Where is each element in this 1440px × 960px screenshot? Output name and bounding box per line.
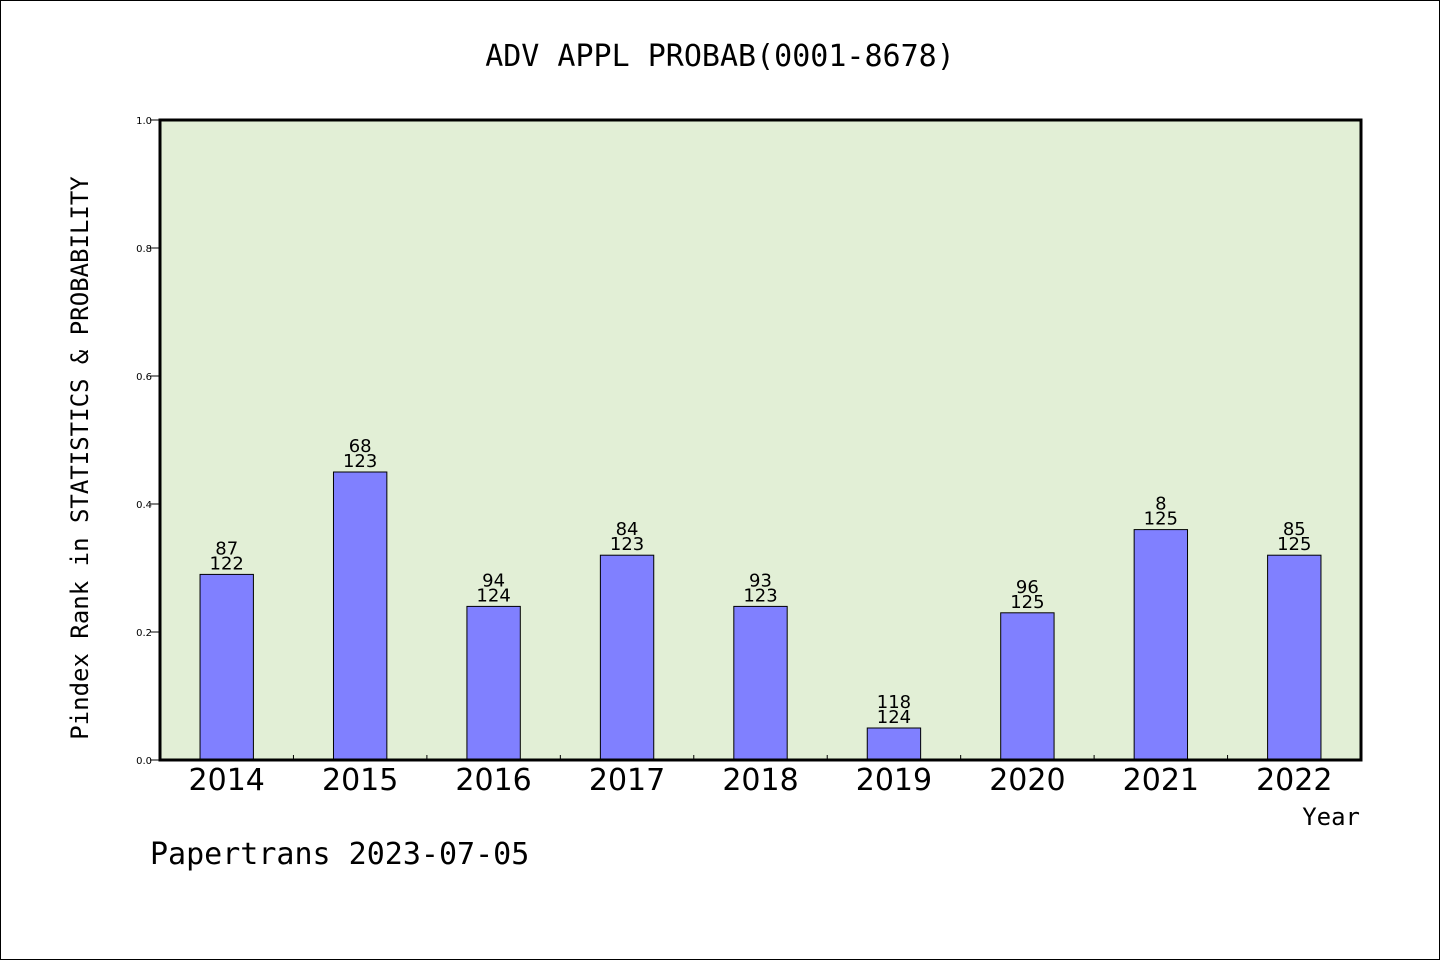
bar-rank-label: 87 xyxy=(215,538,238,559)
x-tick-label: 2021 xyxy=(1123,763,1199,798)
bar-total-label: 124 xyxy=(476,585,510,606)
bar-total-label: 125 xyxy=(1010,592,1044,613)
bar-rank-label: 8 xyxy=(1155,494,1166,515)
footer-credit: Papertrans 2023-07-05 xyxy=(150,837,529,872)
bar xyxy=(1267,554,1322,761)
y-tick-label: 0.4 xyxy=(136,500,152,511)
y-axis: 0.0 0.2 0.4 0.6 0.8 1.0 xyxy=(136,116,160,767)
y-tick-label: 0.0 xyxy=(136,756,152,767)
x-tick-label: 2017 xyxy=(589,763,665,798)
bar xyxy=(1000,612,1055,761)
bar-label-group: 8712268123941248412393123118124961258125… xyxy=(210,436,1312,728)
bar-total-label: 123 xyxy=(743,585,777,606)
y-axis-label: Pindex Rank in STATISTICS & PROBABILITY xyxy=(66,176,94,740)
bar-total-label: 122 xyxy=(210,553,244,574)
bar-total-label: 124 xyxy=(877,707,911,728)
bar xyxy=(1133,529,1189,761)
bar-total-label: 125 xyxy=(1144,509,1178,530)
x-axis-label: Year xyxy=(1302,803,1360,831)
bar xyxy=(599,554,655,761)
x-tick-label: 2019 xyxy=(856,763,932,798)
x-tick-label: 2018 xyxy=(722,763,798,798)
chart-title: ADV APPL PROBAB(0001-8678) xyxy=(485,39,955,74)
x-axis: 2014 2015 2016 2017 2018 2019 2020 2021 2022 xyxy=(189,755,1332,798)
x-tick-label: 2022 xyxy=(1256,763,1332,798)
bar-rank-label: 118 xyxy=(877,692,911,713)
bar-rank-label: 94 xyxy=(482,570,505,591)
bar-rank-label: 84 xyxy=(616,519,639,540)
x-tick-label: 2020 xyxy=(989,763,1065,798)
bar xyxy=(866,727,922,761)
plot-border xyxy=(158,118,1363,762)
bar-total-label: 123 xyxy=(343,451,377,472)
bar-rank-label: 68 xyxy=(349,436,372,457)
bar xyxy=(332,471,388,761)
y-tick-label: 1.0 xyxy=(136,116,152,127)
bar-total-label: 125 xyxy=(1277,534,1311,555)
y-tick-label: 0.2 xyxy=(136,628,152,639)
bar-rank-label: 96 xyxy=(1016,577,1039,598)
bar xyxy=(733,605,788,761)
bar-rank-label: 85 xyxy=(1283,519,1306,540)
bar-total-label: 123 xyxy=(610,534,644,555)
bar-series xyxy=(199,471,1322,761)
bar-rank-label: 93 xyxy=(749,570,772,591)
y-tick-label: 0.6 xyxy=(136,372,152,383)
x-tick-label: 2016 xyxy=(455,763,531,798)
y-tick-label: 0.8 xyxy=(136,244,152,255)
x-tick-label: 2015 xyxy=(322,763,398,798)
x-tick-label: 2014 xyxy=(189,763,265,798)
bar xyxy=(466,605,521,761)
bar xyxy=(199,573,254,761)
